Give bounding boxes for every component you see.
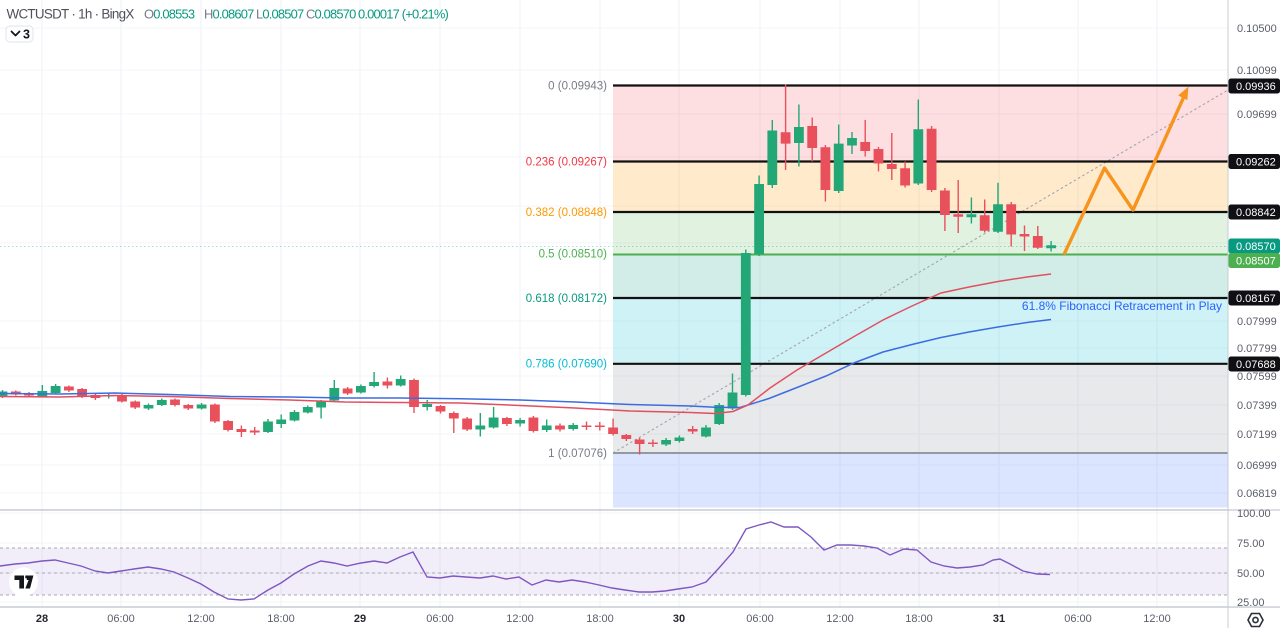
svg-text:0.00017 (+0.21%): 0.00017 (+0.21%) — [358, 7, 449, 22]
svg-text:0.08842: 0.08842 — [1236, 207, 1276, 219]
svg-text:29: 29 — [354, 613, 366, 625]
svg-text:12:00: 12:00 — [1143, 613, 1171, 625]
svg-text:0.06999: 0.06999 — [1237, 460, 1277, 472]
svg-text:0.618 (0.08172): 0.618 (0.08172) — [526, 293, 607, 305]
svg-text:0.06819: 0.06819 — [1237, 488, 1277, 500]
svg-text:3: 3 — [23, 28, 30, 42]
svg-text:28: 28 — [36, 613, 48, 625]
svg-text:100.00: 100.00 — [1237, 508, 1271, 520]
svg-text:0.10099: 0.10099 — [1237, 65, 1277, 77]
svg-text:0.07999: 0.07999 — [1237, 316, 1277, 328]
svg-text:12:00: 12:00 — [506, 613, 534, 625]
svg-text:0.08507: 0.08507 — [1236, 256, 1276, 268]
svg-text:WCTUSDT · 1h · BingX: WCTUSDT · 1h · BingX — [7, 7, 135, 22]
svg-text:18:00: 18:00 — [586, 613, 614, 625]
svg-text:0.07399: 0.07399 — [1237, 400, 1277, 412]
svg-text:0.09936: 0.09936 — [1236, 81, 1276, 93]
svg-text:18:00: 18:00 — [905, 613, 933, 625]
svg-text:O0.08553: O0.08553 — [144, 7, 195, 22]
svg-text:06:00: 06:00 — [1064, 613, 1092, 625]
svg-text:50.00: 50.00 — [1237, 568, 1265, 580]
svg-text:0 (0.09943): 0 (0.09943) — [548, 80, 607, 92]
svg-text:61.8% Fibonacci Retracement in: 61.8% Fibonacci Retracement in Play — [1022, 299, 1222, 313]
svg-text:12:00: 12:00 — [187, 613, 215, 625]
svg-text:06:00: 06:00 — [426, 613, 454, 625]
svg-text:75.00: 75.00 — [1237, 538, 1265, 550]
svg-text:0.07599: 0.07599 — [1237, 371, 1277, 383]
svg-text:0.09262: 0.09262 — [1236, 157, 1276, 169]
svg-text:0.5 (0.08510): 0.5 (0.08510) — [539, 248, 608, 260]
svg-text:12:00: 12:00 — [826, 613, 854, 625]
svg-text:C0.08570: C0.08570 — [306, 7, 356, 22]
svg-text:06:00: 06:00 — [746, 613, 774, 625]
svg-text:0.09699: 0.09699 — [1237, 109, 1277, 121]
svg-text:06:00: 06:00 — [107, 613, 135, 625]
svg-text:1 (0.07076): 1 (0.07076) — [548, 448, 607, 460]
svg-text:0.10500: 0.10500 — [1237, 23, 1277, 35]
svg-text:0.08167: 0.08167 — [1236, 293, 1276, 305]
svg-text:0.07799: 0.07799 — [1237, 343, 1277, 355]
svg-text:0.07199: 0.07199 — [1237, 429, 1277, 441]
svg-text:0.382 (0.08848): 0.382 (0.08848) — [526, 207, 607, 219]
svg-text:L0.08507: L0.08507 — [256, 7, 304, 22]
svg-text:30: 30 — [673, 613, 685, 625]
svg-text:25.00: 25.00 — [1237, 597, 1265, 609]
svg-text:18:00: 18:00 — [267, 613, 295, 625]
svg-text:H0.08607: H0.08607 — [204, 7, 254, 22]
svg-text:31: 31 — [993, 613, 1005, 625]
svg-text:0.07688: 0.07688 — [1236, 359, 1276, 371]
svg-text:0.08570: 0.08570 — [1236, 241, 1276, 253]
svg-text:0.236 (0.09267): 0.236 (0.09267) — [526, 156, 607, 168]
svg-text:0.786 (0.07690): 0.786 (0.07690) — [526, 359, 607, 371]
